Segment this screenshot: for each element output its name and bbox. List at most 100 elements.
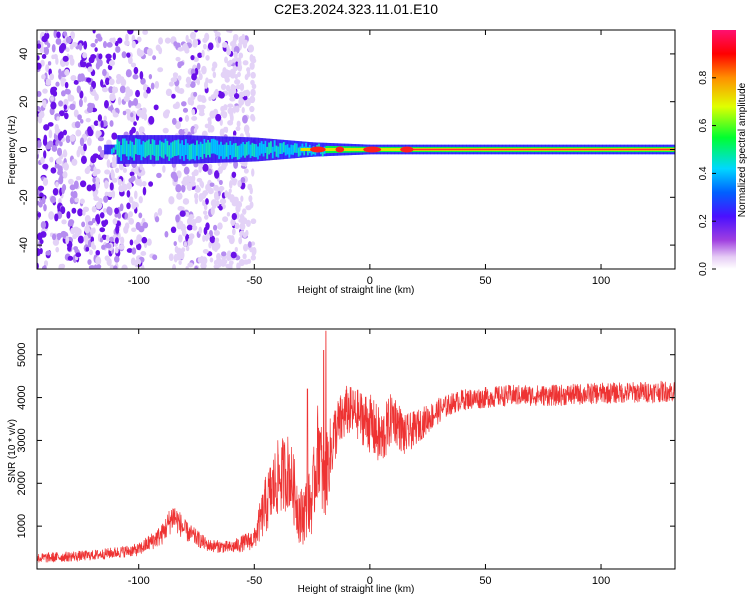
spectrogram-band-core [159, 140, 161, 157]
spectrogram-band-core [214, 139, 217, 155]
spectrogram-dot [207, 79, 213, 84]
spectrogram-dot [184, 128, 189, 133]
spectrogram-dot [88, 265, 96, 269]
spectrogram-dot [222, 216, 229, 223]
snr-x-tick-label: 100 [592, 575, 610, 587]
spectrogram-dot [214, 170, 220, 179]
spectrogram-band-core [223, 144, 226, 159]
spectrogram-dot [42, 99, 47, 108]
spectrogram-dot [136, 36, 142, 43]
spectrogram-dot [118, 244, 125, 250]
spectrogram-band-core [260, 141, 263, 154]
spectrogram-dot [51, 43, 56, 53]
snr-x-tick-label: -50 [246, 575, 262, 587]
spectrogram-dot [61, 185, 65, 195]
spectrogram-dot [236, 262, 241, 269]
spectrogram-dot [114, 255, 120, 263]
spectrogram-band-core [197, 144, 200, 160]
spectrogram-dot [75, 129, 82, 137]
spectrogram-dot [215, 113, 222, 122]
spectrogram-dot [109, 182, 114, 191]
spectrogram-dot [37, 185, 45, 191]
spectrogram-dot [158, 37, 164, 45]
spectrogram-dot [97, 145, 103, 152]
spectrogram-dot [193, 169, 199, 177]
spectrogram-dot [68, 54, 74, 60]
spectrogram-dot [191, 108, 196, 116]
spectrogram-dot [188, 214, 195, 220]
spectrogram-dot [130, 62, 137, 68]
spectrogram-dot [79, 198, 85, 205]
spectrogram-x-tick-label: 50 [479, 275, 491, 287]
spectrogram-dot [197, 94, 203, 102]
spectrogram-dot [75, 175, 82, 181]
spectrogram-x-tick-label: -50 [246, 275, 262, 287]
spectrogram-dot [202, 190, 209, 196]
spectrogram-dot [177, 205, 184, 212]
spectrogram-dot [237, 180, 242, 188]
spectrogram-dot [39, 192, 44, 199]
spectrogram-band-core [282, 141, 285, 153]
spectrogram-band-core [275, 145, 278, 157]
spectrogram-dot [117, 212, 122, 219]
spectrogram-band-core [125, 140, 128, 157]
spectrogram-dot [178, 117, 183, 122]
spectrogram-dot [178, 87, 185, 95]
spectrogram-dot [60, 90, 66, 97]
spectrogram-dot [96, 264, 102, 269]
spectrogram-dot [185, 212, 190, 217]
spectrogram-dot [90, 55, 95, 63]
colorbar-ticks: 0.0 0.2 0.4 0.6 0.8 [698, 70, 716, 276]
spectrogram-dot [197, 52, 203, 59]
spectrogram-dot [245, 219, 251, 228]
spectrogram-dot [238, 259, 245, 267]
spectrogram-dot [65, 135, 71, 144]
spectrogram-dot [226, 48, 232, 56]
spectrogram-dot [193, 127, 197, 134]
spectrogram-band-core [281, 143, 283, 154]
chart-title: C2E3.2024.323.11.01.E10 [274, 1, 438, 17]
spectrogram-band-segment [108, 144, 111, 155]
spectrogram-dot [78, 42, 83, 51]
spectrogram-dot [187, 262, 194, 268]
spectrogram-dot [87, 259, 92, 265]
spectrogram-dot [189, 98, 195, 106]
spectrogram-band-core [201, 143, 204, 159]
spectrogram-dot [240, 213, 244, 221]
spectrogram-dot [154, 216, 160, 223]
spectrogram-dot [97, 114, 103, 122]
spectrogram-dot [126, 248, 133, 253]
spectrogram-dot [69, 134, 76, 142]
spectrogram-dot [95, 33, 101, 39]
spectrogram-dot [235, 105, 240, 113]
colorbar-tick-label: 0.6 [698, 118, 709, 132]
spectrogram-dot [208, 241, 212, 249]
spectrogram-dot [52, 238, 60, 246]
snr-x-tick-label: 0 [367, 575, 373, 587]
spectrogram-band-core [194, 144, 196, 161]
spectrogram-band-core [277, 146, 280, 158]
spectrogram-dot [133, 190, 138, 200]
spectrogram-band-core [264, 140, 267, 153]
spectrogram-dot [62, 171, 68, 179]
spectrogram-dot [234, 222, 240, 230]
spectrogram-x-ticks: -100 -50 0 50 100 [128, 30, 610, 287]
spectrogram-dot [229, 113, 234, 123]
spectrogram-dot [124, 213, 128, 220]
spectrogram-dot [226, 212, 231, 217]
spectrogram-dot [115, 225, 120, 234]
spectrogram-y-tick-label: -40 [18, 237, 30, 253]
spectrogram-dot [101, 244, 106, 250]
spectrogram-dot [192, 225, 198, 231]
spectrogram-dot [217, 36, 222, 44]
spectrogram-dot [61, 219, 67, 225]
spectrogram-dot [86, 137, 92, 146]
spectrogram-dot [90, 241, 95, 250]
spectrogram-dot [95, 201, 103, 210]
spectrogram-dot [230, 251, 237, 259]
spectrogram-dot [77, 73, 83, 83]
spectrogram-dot [93, 120, 99, 127]
spectrogram-band-core [247, 141, 250, 155]
spectrogram-dot [182, 198, 190, 205]
spectrogram-dot [190, 181, 196, 187]
